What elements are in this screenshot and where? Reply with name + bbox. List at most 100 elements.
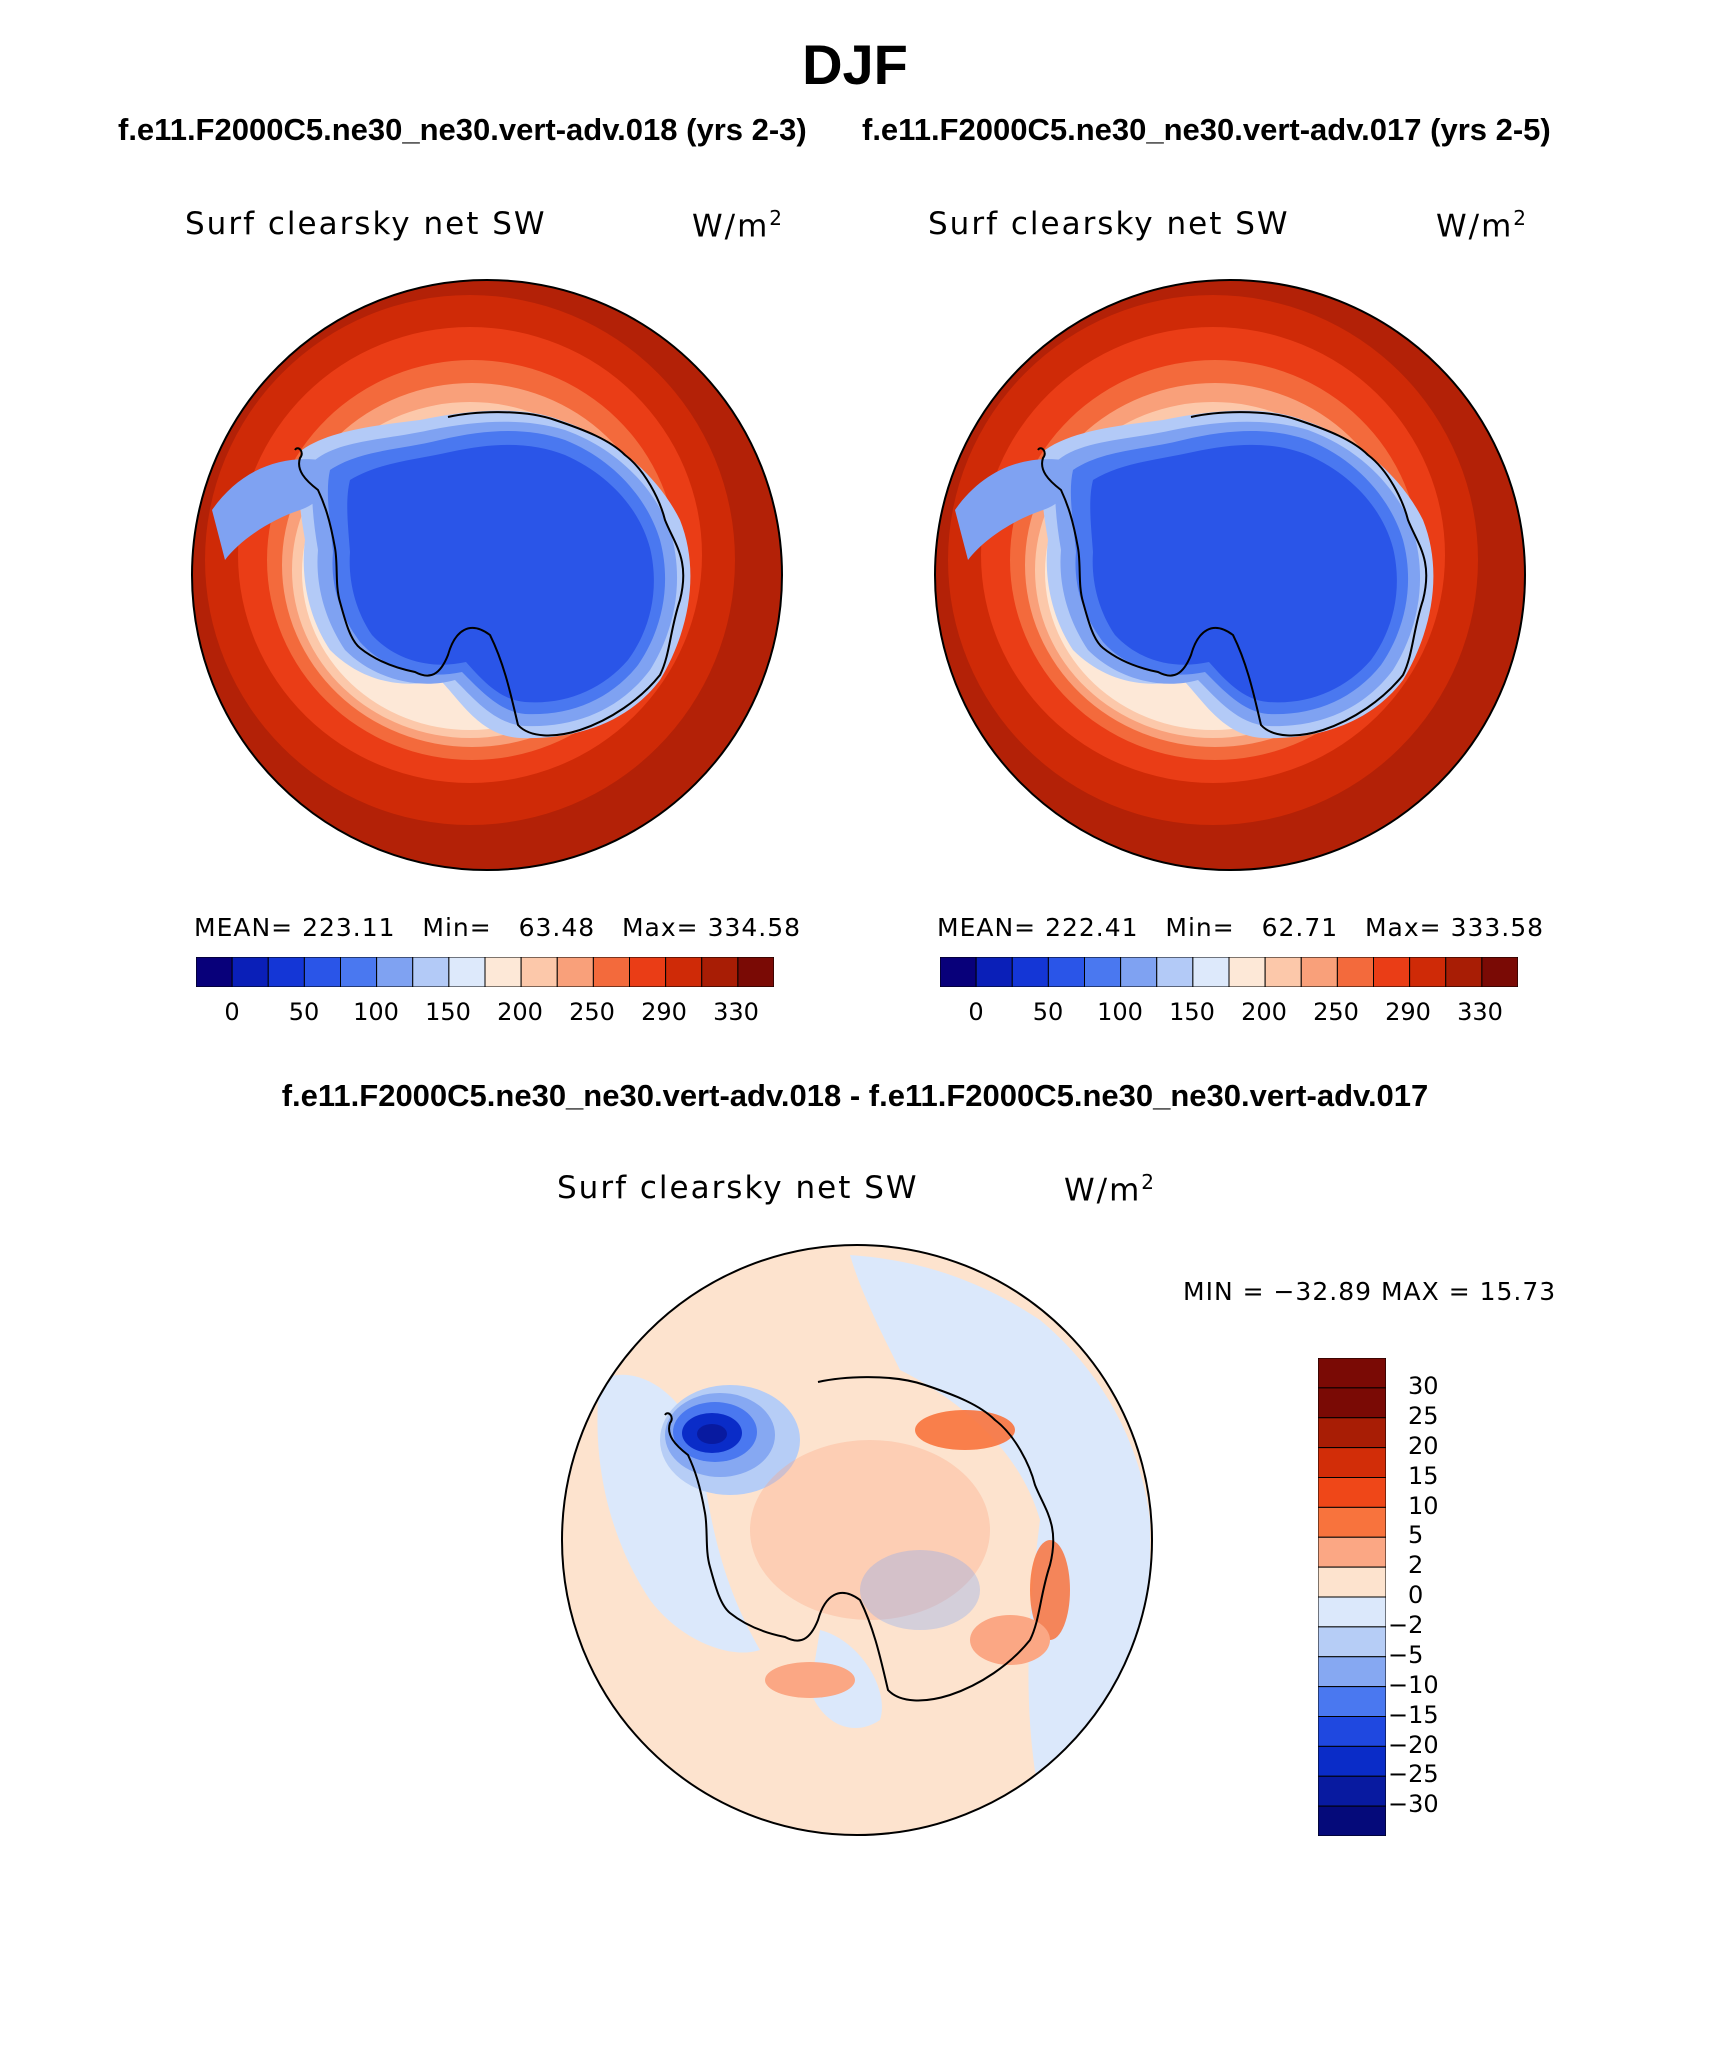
panel-right-stats: MEAN= 222.41 Min= 62.71 Max= 333.58 (937, 913, 1545, 942)
colorbar-tick-label: −25 (1388, 1760, 1439, 1789)
colorbar-swatch (1481, 957, 1518, 987)
figure-title: DJF (802, 33, 908, 96)
colorbar-swatch (1318, 1805, 1386, 1836)
colorbar-right (940, 957, 1518, 987)
colorbar-tick-label: 150 (425, 998, 471, 1026)
colorbar-tick-label: 10 (1408, 1491, 1439, 1520)
map-left (192, 280, 782, 870)
colorbar-swatch (1318, 1626, 1386, 1658)
colorbar-tick-label: 100 (353, 998, 399, 1026)
colorbar-swatch (701, 957, 739, 987)
colorbar-difference (1318, 1358, 1386, 1836)
colorbar-tick-label: 0 (1408, 1581, 1424, 1610)
diff-panel-units: W/m2 (1064, 1170, 1157, 1209)
colorbar-tick-label: 150 (1169, 998, 1215, 1026)
colorbar-tick-label: 330 (1457, 998, 1503, 1026)
map-difference (562, 1245, 1152, 1835)
colorbar-swatch (340, 957, 378, 987)
colorbar-swatch (1336, 957, 1374, 987)
panel-right-units: W/m2 (1436, 206, 1529, 245)
colorbar-swatch (975, 957, 1013, 987)
colorbar-swatch (1318, 1596, 1386, 1628)
colorbar-swatch (1318, 1716, 1386, 1747)
colorbar-swatch (1047, 957, 1085, 987)
colorbar-tick-label: −20 (1388, 1730, 1439, 1759)
colorbar-tick-label: 30 (1408, 1372, 1439, 1400)
colorbar-tick-label: 250 (569, 998, 615, 1026)
colorbar-swatch (1318, 1686, 1386, 1717)
colorbar-tick-label: 25 (1408, 1401, 1439, 1430)
colorbar-swatch (412, 957, 450, 987)
case-title-left: f.e11.F2000C5.ne30_ne30.vert-adv.018 (yr… (118, 112, 807, 147)
colorbar-swatch (1120, 957, 1158, 987)
colorbar-swatch (1156, 957, 1194, 987)
colorbar-swatch (1409, 957, 1447, 987)
colorbar-swatch (520, 957, 558, 987)
colorbar-tick-label: 50 (288, 998, 320, 1026)
colorbar-swatch (1318, 1417, 1386, 1449)
colorbar-swatch (1318, 1506, 1386, 1538)
coastline-difference (664, 1376, 1055, 1702)
colorbar-swatch (1373, 957, 1411, 987)
colorbar-tick-label: 200 (497, 998, 543, 1026)
colorbar-swatch (303, 957, 341, 987)
case-title-right: f.e11.F2000C5.ne30_ne30.vert-adv.017 (yr… (862, 112, 1551, 147)
colorbar-swatch (1084, 957, 1122, 987)
colorbar-swatch (267, 957, 305, 987)
colorbar-tick-label: 0 (224, 998, 240, 1026)
colorbar-swatch (1300, 957, 1338, 987)
colorbar-swatch (1445, 957, 1483, 987)
coastline-left (294, 411, 685, 737)
colorbar-tick-label: −10 (1388, 1670, 1439, 1699)
coastline-right (1037, 411, 1428, 737)
colorbar-swatch (1318, 1566, 1386, 1598)
colorbar-tick-label: 200 (1241, 998, 1287, 1026)
colorbar-swatch (1228, 957, 1266, 987)
colorbar-tick-label: 15 (1408, 1461, 1439, 1490)
colorbar-swatch (1264, 957, 1302, 987)
colorbar-tick-label: 5 (1408, 1521, 1424, 1550)
panel-left-variable: Surf clearsky net SW (185, 206, 547, 242)
diff-minmax-label: MIN = −32.89 MAX = 15.73 (1183, 1277, 1557, 1306)
colorbar-tick-label: 250 (1313, 998, 1359, 1026)
colorbar-swatch (592, 957, 630, 987)
colorbar-tick-label: 2 (1408, 1551, 1424, 1580)
colorbar-swatch (1192, 957, 1230, 987)
diff-panel-variable: Surf clearsky net SW (557, 1170, 919, 1206)
colorbar-swatch (376, 957, 414, 987)
colorbar-swatch (1318, 1656, 1386, 1688)
colorbar-tick-label: −30 (1388, 1790, 1439, 1819)
colorbar-right-ticks: 0 50 100 150 200 250 290 330 (940, 998, 1518, 1028)
colorbar-swatch (1318, 1775, 1386, 1807)
colorbar-tick-label: 20 (1408, 1431, 1439, 1460)
colorbar-swatch (1318, 1387, 1386, 1419)
colorbar-swatch (665, 957, 703, 987)
colorbar-swatch (940, 957, 977, 987)
colorbar-tick-label: −5 (1388, 1640, 1424, 1669)
colorbar-swatch (629, 957, 667, 987)
colorbar-swatch (448, 957, 486, 987)
colorbar-tick-label: 330 (713, 998, 759, 1026)
map-right (935, 280, 1525, 870)
colorbar-tick-label: 50 (1032, 998, 1064, 1026)
colorbar-swatch (484, 957, 522, 987)
colorbar-tick-label: −2 (1388, 1611, 1424, 1639)
colorbar-swatch (1318, 1477, 1386, 1508)
colorbar-swatch (1011, 957, 1049, 987)
colorbar-left (196, 957, 774, 987)
colorbar-swatch (1318, 1536, 1386, 1568)
panel-left-stats: MEAN= 223.11 Min= 63.48 Max= 334.58 (194, 913, 802, 942)
colorbar-swatch (737, 957, 774, 987)
colorbar-swatch (196, 957, 233, 987)
colorbar-left-ticks: 0 50 100 150 200 250 290 330 (196, 998, 774, 1028)
colorbar-swatch (1318, 1358, 1386, 1389)
panel-left-units: W/m2 (692, 206, 785, 245)
colorbar-tick-label: 0 (968, 998, 984, 1026)
colorbar-difference-ticks: 30 25 20 15 10 5 2 0 −2 −5 −10 −15 −20 −25 −30 (1388, 1358, 1476, 1836)
colorbar-tick-label: 290 (1385, 998, 1431, 1026)
colorbar-swatch (1318, 1745, 1386, 1777)
colorbar-tick-label: 100 (1097, 998, 1143, 1026)
colorbar-swatch (231, 957, 269, 987)
colorbar-tick-label: 290 (641, 998, 687, 1026)
